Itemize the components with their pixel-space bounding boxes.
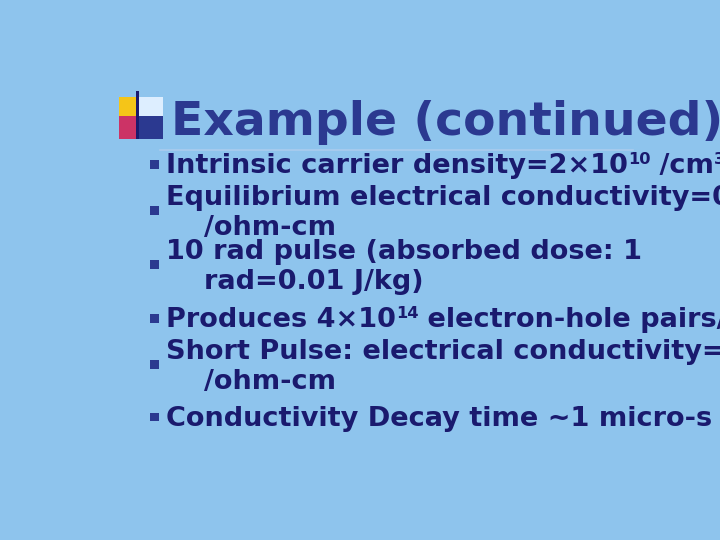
Bar [150,206,159,215]
Text: Equilibrium electrical conductivity=0.21
    /ohm-cm: Equilibrium electrical conductivity=0.21… [166,185,720,241]
Text: 3: 3 [714,152,720,167]
Text: 14: 14 [396,306,418,321]
Text: Example (continued): Example (continued) [171,100,720,145]
Bar [138,97,163,120]
Bar [120,97,144,120]
Bar [150,314,159,323]
Bar [150,160,159,168]
Text: Produces 4×10: Produces 4×10 [166,307,396,333]
Text: /cm: /cm [650,153,714,179]
Text: Short Pulse: electrical conductivity=0.33
    /ohm-cm: Short Pulse: electrical conductivity=0.3… [166,339,720,395]
Text: 10: 10 [628,152,650,167]
Bar [120,116,144,139]
Text: electron-hole pairs/cm: electron-hole pairs/cm [418,307,720,333]
Bar [150,260,159,269]
Text: 10 rad pulse (absorbed dose: 1
    rad=0.01 J/kg): 10 rad pulse (absorbed dose: 1 rad=0.01 … [166,239,642,294]
Bar [150,413,159,421]
Text: Intrinsic carrier density=2×10: Intrinsic carrier density=2×10 [166,153,628,179]
Bar [150,361,159,369]
Bar [138,116,163,139]
Bar [136,91,139,139]
Text: Conductivity Decay time ~1 micro-s: Conductivity Decay time ~1 micro-s [166,406,712,432]
